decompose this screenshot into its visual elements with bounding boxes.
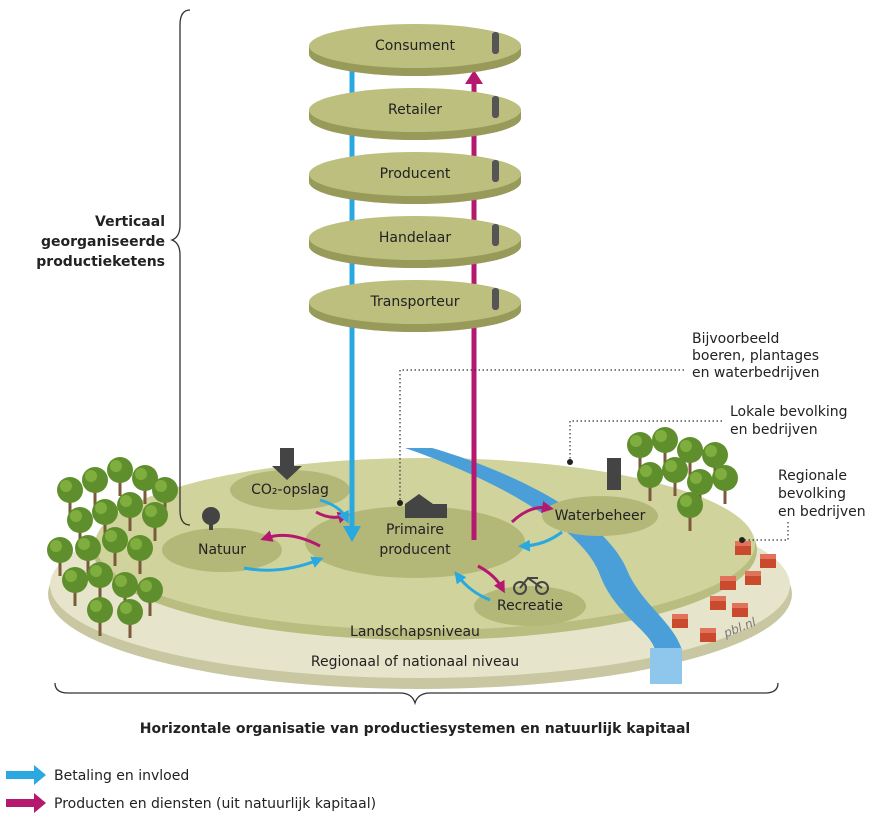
person-icon [492,288,499,310]
tree-highlight [680,495,692,507]
tree-highlight [145,505,157,517]
house-roof [720,576,736,581]
level-label: Regionaal of nationaal niveau [311,654,519,670]
tree-highlight [120,495,132,507]
node-label: CO₂-opslag [251,482,329,498]
legend-swatch [6,793,46,813]
tree-highlight [705,445,717,457]
annotation: en waterbedrijven [692,365,820,381]
leader-dot [739,537,745,543]
node-label: Primaire [386,522,444,538]
house [732,607,748,617]
house [700,632,716,642]
person-icon [492,160,499,182]
tree-highlight [105,530,117,542]
layer-label: Handelaar [379,230,452,246]
tree-highlight [115,575,127,587]
person-icon [492,224,499,246]
tree-highlight [120,602,132,614]
leader-dot [567,459,573,465]
house [735,545,751,555]
annotation: en bedrijven [730,422,818,438]
tree-highlight [85,470,97,482]
tree-highlight [95,502,107,514]
house [710,600,726,610]
annotation: Regionale [778,468,847,484]
tree-highlight [50,540,62,552]
annotation: en bedrijven [778,504,866,520]
house-roof [700,628,716,633]
level-label: Landschapsniveau [350,624,480,640]
tree-highlight [90,600,102,612]
waterfall [650,648,682,684]
tree-icon-trunk [209,520,213,530]
legend-swatch [6,765,46,785]
house-roof [710,596,726,601]
annotation: Lokale bevolking [730,404,848,420]
tree-highlight [65,570,77,582]
house-roof [732,603,748,608]
annotation: Bijvoorbeeld [692,331,779,347]
tree-highlight [130,538,142,550]
tree-highlight [78,538,90,550]
layer-label: Retailer [388,102,442,118]
page: Consument Retailer Producent Handelaar Trans… [0,0,880,822]
house-roof [672,614,688,619]
node-label: Natuur [198,542,246,558]
person-icon [492,96,499,118]
node-label: Recreatie [497,598,563,614]
house [760,558,776,568]
tree-highlight [155,480,167,492]
brace-label: Verticaal [95,214,165,230]
legend-label: Betaling en invloed [54,768,189,784]
node-label: producent [379,542,451,558]
layer-label: Producent [380,166,451,182]
annotation: boeren, plantages [692,348,819,364]
tree-highlight [690,472,702,484]
legend-label: Producten en diensten (uit natuurlijk ka… [54,796,376,812]
vertical-brace [172,10,190,525]
tree-highlight [135,468,147,480]
house [672,618,688,628]
tree-highlight [655,430,667,442]
brace-label: georganiseerde [41,234,165,250]
tree-highlight [665,460,677,472]
house [720,580,736,590]
house-roof [760,554,776,559]
tree-highlight [140,580,152,592]
brace-label: Horizontale organisatie van productiesys… [140,721,690,737]
person-icon [492,32,499,54]
house-roof [745,571,761,576]
tree-highlight [715,468,727,480]
tree-highlight [630,435,642,447]
tree-highlight [70,510,82,522]
chain-discs: Consument Retailer Producent Handelaar Trans… [309,24,521,332]
water-icon [607,458,621,490]
node-label: Waterbeheer [555,508,646,524]
tree-highlight [680,440,692,452]
tree-highlight [640,465,652,477]
annotation: bevolking [778,486,846,502]
house [745,575,761,585]
layer-label: Transporteur [370,294,460,310]
tree-highlight [90,565,102,577]
diagram: Consument Retailer Producent Handelaar Trans… [0,0,880,822]
tree-highlight [60,480,72,492]
leader-dot [397,500,403,506]
layer-label: Consument [375,38,456,54]
tree-highlight [110,460,122,472]
brace-label: productieketens [36,254,165,270]
